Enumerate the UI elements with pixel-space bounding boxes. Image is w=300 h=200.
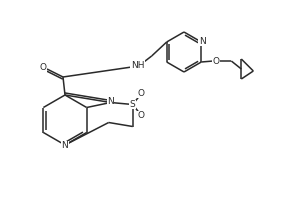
Text: S: S	[130, 100, 136, 109]
Text: O: O	[213, 56, 220, 66]
Text: N: N	[61, 142, 68, 150]
Text: NH: NH	[131, 60, 144, 70]
Text: O: O	[40, 64, 46, 72]
Text: N: N	[107, 97, 114, 106]
Text: O: O	[137, 111, 144, 120]
Text: N: N	[199, 36, 206, 46]
Text: O: O	[137, 89, 144, 98]
